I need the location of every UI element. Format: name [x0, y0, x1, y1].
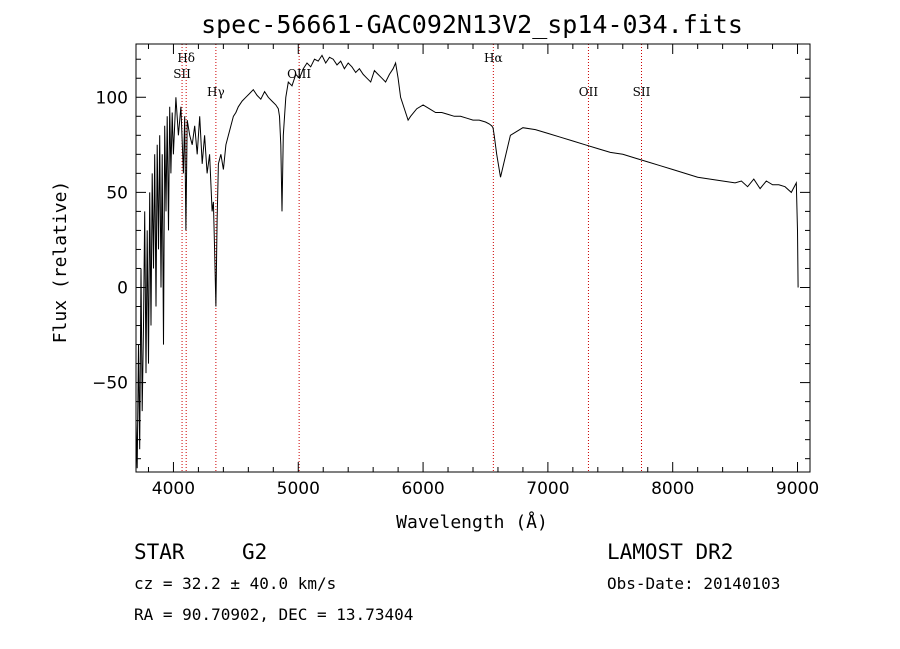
x-tick-label: 5000: [277, 479, 320, 499]
x-tick-label: 8000: [651, 479, 694, 499]
obs-date: Obs-Date: 20140103: [607, 574, 780, 593]
line-marker-label: Hα: [484, 51, 503, 65]
x-axis-label: Wavelength (Å): [396, 511, 548, 533]
y-axis-label: Flux (relative): [50, 181, 71, 344]
y-axis-ticks: −50 0 50 100: [92, 58, 810, 460]
x-axis-ticks: 4000 5000 6000 7000 8000 9000: [147, 44, 819, 499]
object-class: STAR: [134, 540, 185, 564]
plot-frame: [135, 43, 811, 473]
line-marker-label: Hγ: [207, 85, 225, 99]
y-tick-label: 100: [96, 88, 128, 108]
line-marker-label: OII: [579, 85, 599, 99]
y-tick-label: 50: [106, 183, 128, 203]
x-tick-label: 6000: [401, 479, 444, 499]
y-tick-label: 0: [117, 278, 128, 298]
spectrum-line: [135, 54, 799, 469]
spectral-line-markers: Hδ SII Hγ OIII Hα OII SII: [173, 44, 651, 472]
object-subclass: G2: [242, 540, 267, 564]
x-tick-label: 4000: [152, 479, 195, 499]
y-tick-label: −50: [92, 374, 128, 394]
line-marker-label: SII: [173, 67, 191, 81]
line-marker-label: SII: [633, 85, 651, 99]
chart-title: spec-56661-GAC092N13V2_sp14-034.fits: [201, 10, 743, 39]
line-marker-label: OIII: [287, 67, 311, 81]
survey-name: LAMOST DR2: [607, 540, 733, 564]
x-tick-label: 7000: [526, 479, 569, 499]
x-tick-label: 9000: [776, 479, 819, 499]
redshift-cz: cz = 32.2 ± 40.0 km/s: [134, 574, 336, 593]
ra-dec: RA = 90.70902, DEC = 13.73404: [134, 605, 413, 624]
line-marker-label: Hδ: [177, 51, 195, 65]
